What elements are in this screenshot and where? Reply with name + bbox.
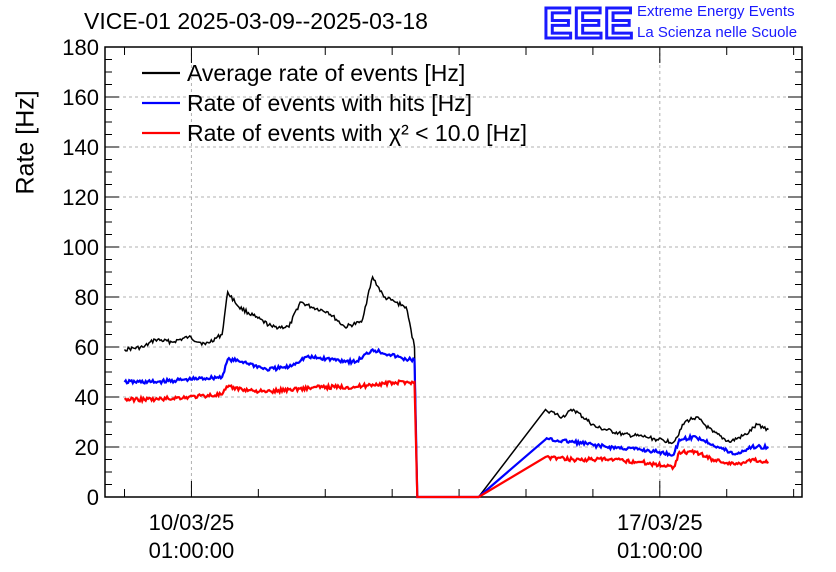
series-line-2 [123, 347, 769, 499]
x-tick-label-time: 01:00:00 [149, 538, 235, 563]
x-tick-label-date: 10/03/25 [149, 510, 235, 535]
x-tick-label-date: 17/03/25 [617, 510, 703, 535]
y-tick-label: 120 [62, 185, 99, 210]
y-tick-label: 0 [87, 485, 99, 510]
legend-label-1: Average rate of events [Hz] [187, 60, 465, 86]
y-tick-label: 80 [75, 285, 99, 310]
y-tick-label: 100 [62, 235, 99, 260]
y-tick-label: 180 [62, 35, 99, 60]
y-tick-label: 20 [75, 435, 99, 460]
logo-caption-line-1: Extreme Energy Events [637, 3, 795, 20]
legend: Average rate of events [Hz] Rate of event… [142, 60, 527, 146]
legend-label-3: Rate of events with χ² < 10.0 [Hz] [187, 120, 527, 146]
series-line-3 [124, 379, 769, 499]
y-tick-label: 60 [75, 335, 99, 360]
series-line-1 [123, 274, 769, 498]
series-group [123, 274, 769, 499]
eee-logo: EEE [541, 0, 635, 48]
logo-caption-line-2: La Scienza nelle Scuole [637, 24, 798, 41]
y-tick-label: 160 [62, 85, 99, 110]
chart-title: VICE-01 2025-03-09--2025-03-18 [84, 8, 428, 34]
x-tick-label-time: 01:00:00 [617, 538, 703, 563]
legend-label-2: Rate of events with hits [Hz] [187, 90, 472, 116]
y-tick-label: 40 [75, 385, 99, 410]
axis-ticks: 0 20 40 60 80 100 120 140 160 180 10/03/25 01:00:00… [62, 35, 802, 563]
y-tick-label: 140 [62, 135, 99, 160]
grid [105, 47, 802, 497]
